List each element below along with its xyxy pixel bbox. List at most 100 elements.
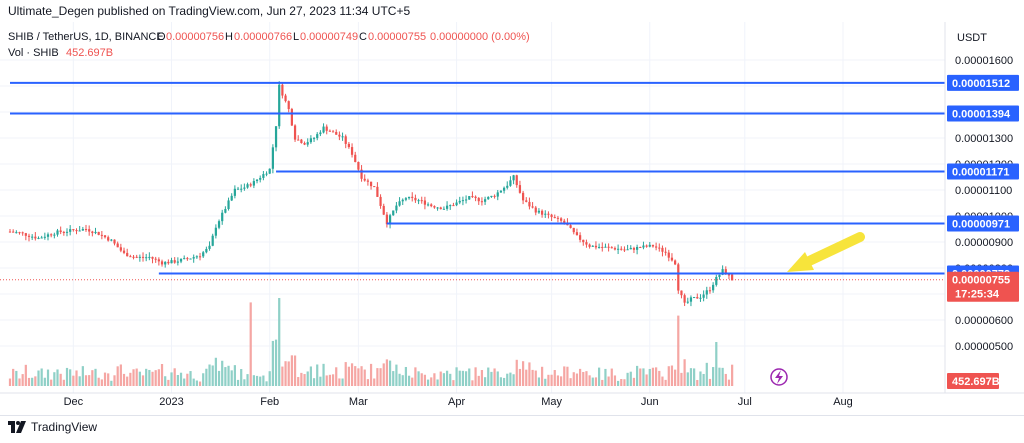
volume-bar xyxy=(483,377,487,386)
y-tick-label: 0.00000600 xyxy=(955,315,1013,327)
volume-bar xyxy=(658,370,661,386)
volume-bar xyxy=(388,360,392,386)
candle xyxy=(547,211,550,219)
volume-bar xyxy=(664,379,667,386)
footer: TradingView xyxy=(0,415,1024,443)
volume-bar xyxy=(78,376,81,386)
volume-bar xyxy=(249,302,252,386)
volume-bar xyxy=(636,365,639,386)
candle xyxy=(151,256,154,264)
flash-icon[interactable] xyxy=(770,368,788,386)
y-tick-label: 0.00000900 xyxy=(955,237,1013,249)
volume-bar xyxy=(512,374,515,386)
volume-bar xyxy=(31,377,34,386)
candle xyxy=(468,196,471,200)
volume-bar xyxy=(290,355,293,386)
price-tags: 0.00001512 0.00001394 0.00001171 0.00000971… xyxy=(947,74,1019,389)
volume-bar xyxy=(75,370,78,386)
candle xyxy=(455,199,458,207)
volume-bar xyxy=(268,371,271,386)
volume-bar xyxy=(236,379,240,386)
volume-bar xyxy=(411,377,414,386)
candle xyxy=(442,206,446,210)
candle xyxy=(284,93,287,103)
candle xyxy=(192,254,195,263)
svg-text:0.00000971: 0.00000971 xyxy=(952,219,1010,231)
volume-bar xyxy=(202,373,205,386)
candle xyxy=(632,246,636,254)
candle xyxy=(265,171,268,177)
volume-bar xyxy=(461,370,465,386)
volume-bar xyxy=(620,379,623,386)
volume-bar xyxy=(731,364,734,386)
volume-bar xyxy=(433,373,436,386)
volume-bar xyxy=(259,376,262,386)
volume-bar xyxy=(537,377,541,386)
candle xyxy=(433,205,436,209)
volume-bar xyxy=(119,364,122,386)
volume-bar xyxy=(12,368,15,386)
candle xyxy=(103,235,107,239)
candle xyxy=(259,175,262,183)
symbol-label: SHIB / TetherUS, 1D, BINANCE xyxy=(8,31,164,43)
volume-bar xyxy=(575,373,579,386)
volume-bar xyxy=(103,372,107,386)
candle xyxy=(309,135,312,144)
candle xyxy=(648,241,651,248)
time-axis[interactable]: Dec 2023 Feb Mar Apr May Jun Jul Aug xyxy=(64,396,853,408)
candle xyxy=(715,274,718,287)
volume-bar xyxy=(655,367,658,386)
volume-bar xyxy=(217,370,221,386)
volume-bar xyxy=(724,373,727,386)
candle xyxy=(110,239,113,242)
level-price-tag: 0.00001171 xyxy=(947,163,1019,180)
volume-bar xyxy=(480,370,484,386)
candle xyxy=(677,262,680,294)
volume-bar xyxy=(138,371,141,386)
volume-bar xyxy=(496,371,499,386)
volume-bar xyxy=(284,361,287,386)
volume-bar xyxy=(189,371,192,386)
volume-bar xyxy=(176,374,179,386)
volume-bar xyxy=(246,374,249,386)
volume-bar xyxy=(667,366,670,386)
candle xyxy=(211,233,214,247)
candle xyxy=(702,290,705,302)
volume-bar xyxy=(62,379,65,386)
open-key: O xyxy=(157,31,166,43)
candle xyxy=(217,219,221,230)
candle xyxy=(148,252,151,261)
volume-bar xyxy=(186,373,189,386)
candle xyxy=(471,191,474,198)
candle xyxy=(335,129,338,135)
volume-bar xyxy=(233,365,236,386)
volume-bar xyxy=(626,372,629,386)
volume-bar xyxy=(173,368,176,386)
candle xyxy=(518,180,522,194)
volume-bar xyxy=(157,369,160,386)
volume-bar xyxy=(661,376,664,386)
y-tick-label: 0.00001300 xyxy=(955,133,1013,145)
horizontal-levels[interactable] xyxy=(10,81,945,275)
chart-legend: SHIB / TetherUS, 1D, BINANCE O 0.0000075… xyxy=(8,31,530,59)
annotation-arrow[interactable] xyxy=(787,232,865,272)
candle xyxy=(50,233,53,238)
volume-bar xyxy=(689,368,693,386)
volume-bar xyxy=(94,368,97,386)
volume-bar xyxy=(347,366,351,386)
candle xyxy=(116,241,119,248)
candle xyxy=(534,205,537,216)
volume-bar xyxy=(702,373,705,386)
tradingview-logo[interactable]: TradingView xyxy=(8,420,97,434)
candle xyxy=(34,232,37,241)
volume-bar xyxy=(715,342,718,386)
candle xyxy=(107,235,110,242)
candle xyxy=(236,186,240,190)
candle xyxy=(145,253,148,262)
volume-bar xyxy=(306,371,309,386)
candle xyxy=(559,217,563,223)
price-chart[interactable]: SHIB / TetherUS, 1D, BINANCE O 0.0000075… xyxy=(0,22,1024,415)
volume-bar xyxy=(341,378,344,386)
volume-bar xyxy=(224,367,227,386)
candle xyxy=(667,249,670,262)
